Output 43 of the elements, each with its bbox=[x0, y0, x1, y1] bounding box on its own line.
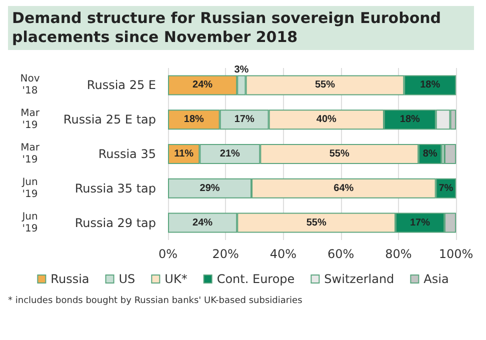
data-label: 24% bbox=[192, 80, 213, 91]
data-label: 55% bbox=[306, 217, 326, 228]
data-label: 18% bbox=[400, 114, 420, 126]
text: Mar '19 bbox=[20, 142, 40, 166]
y-tick-label: Russia 29 tap bbox=[74, 216, 156, 230]
text: Nov '18 bbox=[20, 74, 40, 97]
data-label: 55% bbox=[329, 148, 350, 160]
text: Mar '19 bbox=[20, 108, 40, 132]
data-label: 24% bbox=[192, 217, 213, 228]
data-label: 40% bbox=[316, 114, 337, 126]
x-tick-label: 80% bbox=[385, 247, 412, 261]
bar bbox=[444, 144, 456, 164]
legend-label: Switzerland bbox=[324, 272, 394, 286]
data-label: 3% bbox=[234, 64, 249, 76]
data-label: 8% bbox=[422, 148, 438, 160]
data-label: 7% bbox=[438, 182, 454, 194]
data-label: 11% bbox=[174, 148, 194, 160]
x-tick-label: 0% bbox=[158, 247, 178, 261]
text: Jun '19 bbox=[21, 211, 38, 234]
data-label: 17% bbox=[410, 217, 430, 228]
data-label: 18% bbox=[420, 80, 440, 91]
data-label: 29% bbox=[200, 182, 220, 194]
text: Jun '19 bbox=[21, 176, 38, 200]
y-tick-label: Russia 25 E bbox=[86, 78, 156, 92]
chart-title: Demand structure for Russian sovereign Eurobond placements since November 2018 bbox=[8, 6, 474, 50]
legend-label: Russia bbox=[50, 272, 90, 286]
data-label: 64% bbox=[334, 182, 354, 194]
legend-label: UK* bbox=[164, 272, 188, 286]
data-label: 55% bbox=[314, 80, 336, 91]
legend-label: Cont. Europe bbox=[216, 272, 295, 286]
data-label: 18% bbox=[184, 114, 204, 126]
data-label: 17% bbox=[234, 114, 254, 126]
y-tick-label: Russia 35 bbox=[98, 147, 156, 161]
data-label: 21% bbox=[220, 148, 240, 160]
x-tick-label: 60% bbox=[327, 247, 354, 261]
legend-label: US bbox=[118, 272, 136, 286]
x-tick-label: 40% bbox=[270, 247, 297, 261]
x-tick-label: 100% bbox=[438, 247, 474, 261]
y-tick-label: Russia 35 tap bbox=[74, 181, 156, 196]
y-tick-label: Russia 25 E tap bbox=[63, 112, 156, 127]
legend-label: Asia bbox=[424, 272, 449, 286]
x-tick-label: 20% bbox=[212, 247, 239, 261]
text: * includes bonds bought by Russian banks' UK-based subsidiaries bbox=[8, 296, 302, 306]
